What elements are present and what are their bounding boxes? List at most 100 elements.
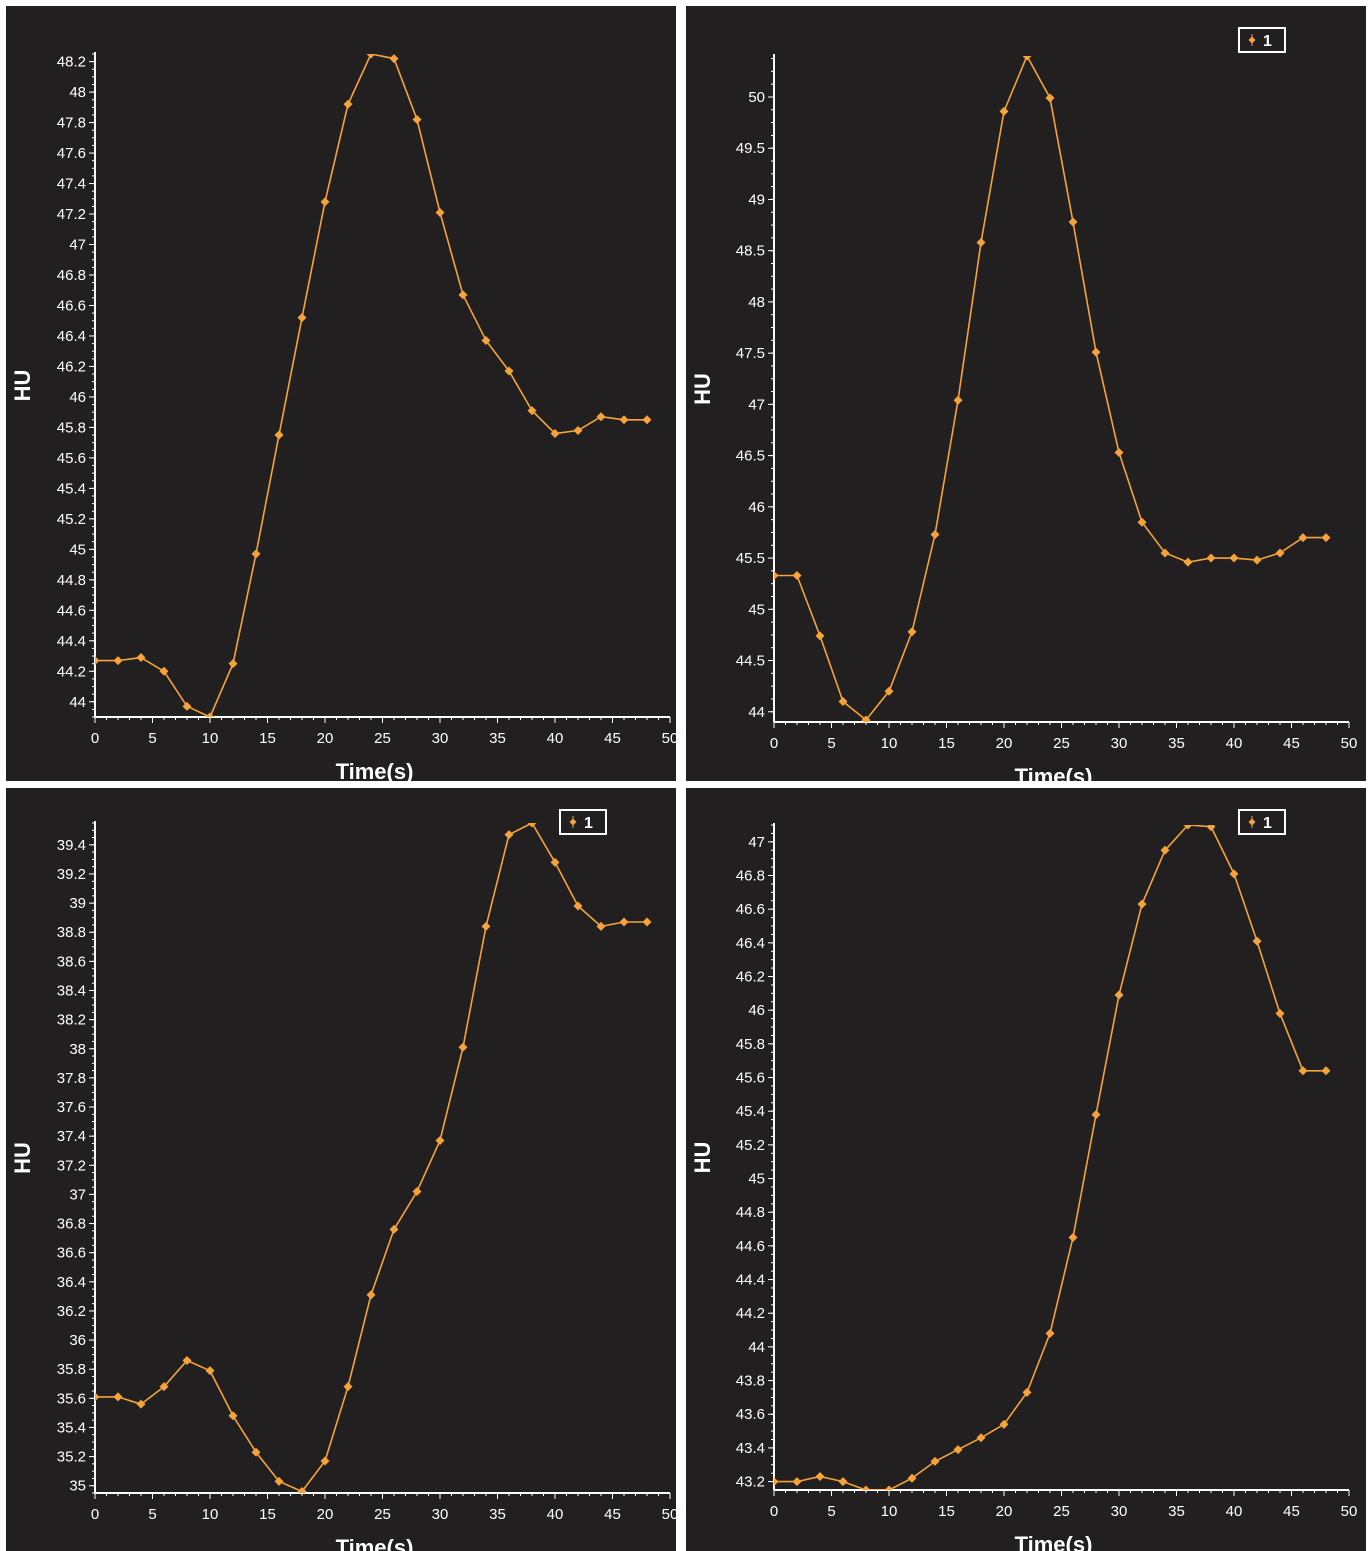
x-axis-title: Time(s): [1015, 764, 1093, 789]
y-tick-label: 45: [748, 1171, 765, 1188]
data-point: [815, 631, 825, 641]
chart-panel-4: 0 5 10 15 20 25 30 35 40 45 50 43.2 43.4 43.6 43.8 44 44…: [686, 788, 1366, 1551]
data-point: [412, 115, 422, 125]
data-point: [1252, 555, 1262, 565]
y-tick-label: 36.4: [57, 1274, 86, 1291]
data-point: [596, 921, 606, 931]
legend-label: 1: [584, 815, 593, 832]
data-point: [1045, 1328, 1055, 1338]
data-point: [1068, 217, 1078, 227]
y-tick-label: 44.5: [736, 653, 765, 670]
x-tick-label: 0: [770, 735, 778, 752]
data-point: [389, 1224, 399, 1234]
y-tick-label: 45.2: [736, 1137, 765, 1154]
data-point: [366, 54, 376, 59]
plot-background: [686, 788, 1366, 1551]
y-tick-label: 38.4: [57, 983, 86, 1000]
series-1: [774, 825, 1331, 1490]
data-point: [504, 366, 514, 376]
data-point: [930, 529, 940, 539]
y-tick-label: 44.6: [736, 1238, 765, 1255]
y-tick-label: 38.2: [57, 1012, 86, 1029]
data-point: [1206, 825, 1216, 832]
y-tick-label: 50: [748, 89, 765, 106]
data-point: [182, 701, 192, 711]
data-point: [550, 857, 560, 867]
y-tick-label: 47: [748, 834, 765, 851]
x-tick-label: 30: [432, 730, 449, 747]
y-tick-label: 45.6: [57, 450, 86, 467]
y-tick-label: 44.4: [57, 633, 86, 650]
x-tick-label: 20: [317, 730, 334, 747]
data-point: [1160, 845, 1170, 855]
y-tick-label: 48.2: [57, 54, 86, 71]
y-tick-label: 49: [748, 191, 765, 208]
y-tick-label: 46.5: [736, 448, 765, 465]
data-point: [458, 290, 468, 300]
x-tick-label: 50: [1341, 735, 1358, 752]
data-point: [1068, 1232, 1078, 1242]
data-point: [182, 1355, 192, 1365]
data-point: [1321, 1066, 1331, 1076]
x-tick-label: 20: [996, 1503, 1013, 1520]
data-point: [366, 1290, 376, 1300]
y-tick-label: 39.4: [57, 837, 86, 854]
legend-box: [1238, 809, 1286, 835]
data-point: [1137, 517, 1147, 527]
y-tick-label: 36.6: [57, 1245, 86, 1262]
data-point: [113, 656, 123, 666]
y-tick-label: 35.4: [57, 1419, 86, 1436]
data-point: [136, 653, 146, 663]
x-tick-label: 10: [202, 730, 219, 747]
y-tick-label: 44.8: [736, 1204, 765, 1221]
y-tick-label: 45.4: [57, 480, 86, 497]
y-tick-label: 44.2: [736, 1305, 765, 1322]
data-point: [159, 1382, 169, 1392]
x-tick-label: 40: [1226, 735, 1243, 752]
data-point: [136, 1399, 146, 1409]
x-tick-label: 40: [547, 1506, 564, 1523]
y-axis-title: HU: [690, 1142, 715, 1174]
data-point: [861, 715, 871, 722]
y-tick-label: 47.5: [736, 345, 765, 362]
y-tick-label: 49.5: [736, 140, 765, 157]
plot-background: [6, 6, 676, 781]
data-point: [976, 237, 986, 247]
data-point: [884, 686, 894, 696]
x-tick-label: 20: [317, 1506, 334, 1523]
y-tick-label: 48: [748, 294, 765, 311]
x-tick-label: 30: [1111, 735, 1128, 752]
data-point: [1275, 1009, 1285, 1019]
data-point: [642, 415, 652, 425]
data-point: [389, 54, 399, 64]
data-point: [435, 208, 445, 218]
data-point: [205, 712, 215, 717]
legend-label: 1: [1263, 33, 1272, 50]
y-tick-label: 45.4: [736, 1103, 765, 1120]
x-tick-label: 45: [604, 1506, 621, 1523]
y-tick-label: 45.8: [736, 1036, 765, 1053]
y-tick-label: 35: [69, 1478, 86, 1495]
plot-background: [686, 6, 1366, 781]
x-tick-label: 15: [259, 1506, 276, 1523]
data-point: [95, 1392, 100, 1402]
data-point: [1183, 825, 1193, 830]
legend-marker: [1248, 818, 1256, 826]
y-tick-label: 48.5: [736, 243, 765, 260]
data-point: [1022, 1387, 1032, 1397]
x-tick-label: 5: [148, 1506, 156, 1523]
data-point: [343, 1382, 353, 1392]
x-tick-label: 10: [881, 735, 898, 752]
x-tick-label: 25: [1053, 1503, 1070, 1520]
data-point: [481, 336, 491, 346]
data-point: [458, 1042, 468, 1052]
y-tick-label: 46.2: [57, 358, 86, 375]
data-point: [1229, 553, 1239, 563]
x-tick-label: 5: [148, 730, 156, 747]
x-axis-title: Time(s): [336, 759, 414, 784]
y-tick-label: 44: [748, 1339, 765, 1356]
data-point: [1160, 548, 1170, 558]
x-axis-title: Time(s): [1015, 1532, 1093, 1551]
data-point: [274, 430, 284, 440]
data-point: [343, 99, 353, 109]
